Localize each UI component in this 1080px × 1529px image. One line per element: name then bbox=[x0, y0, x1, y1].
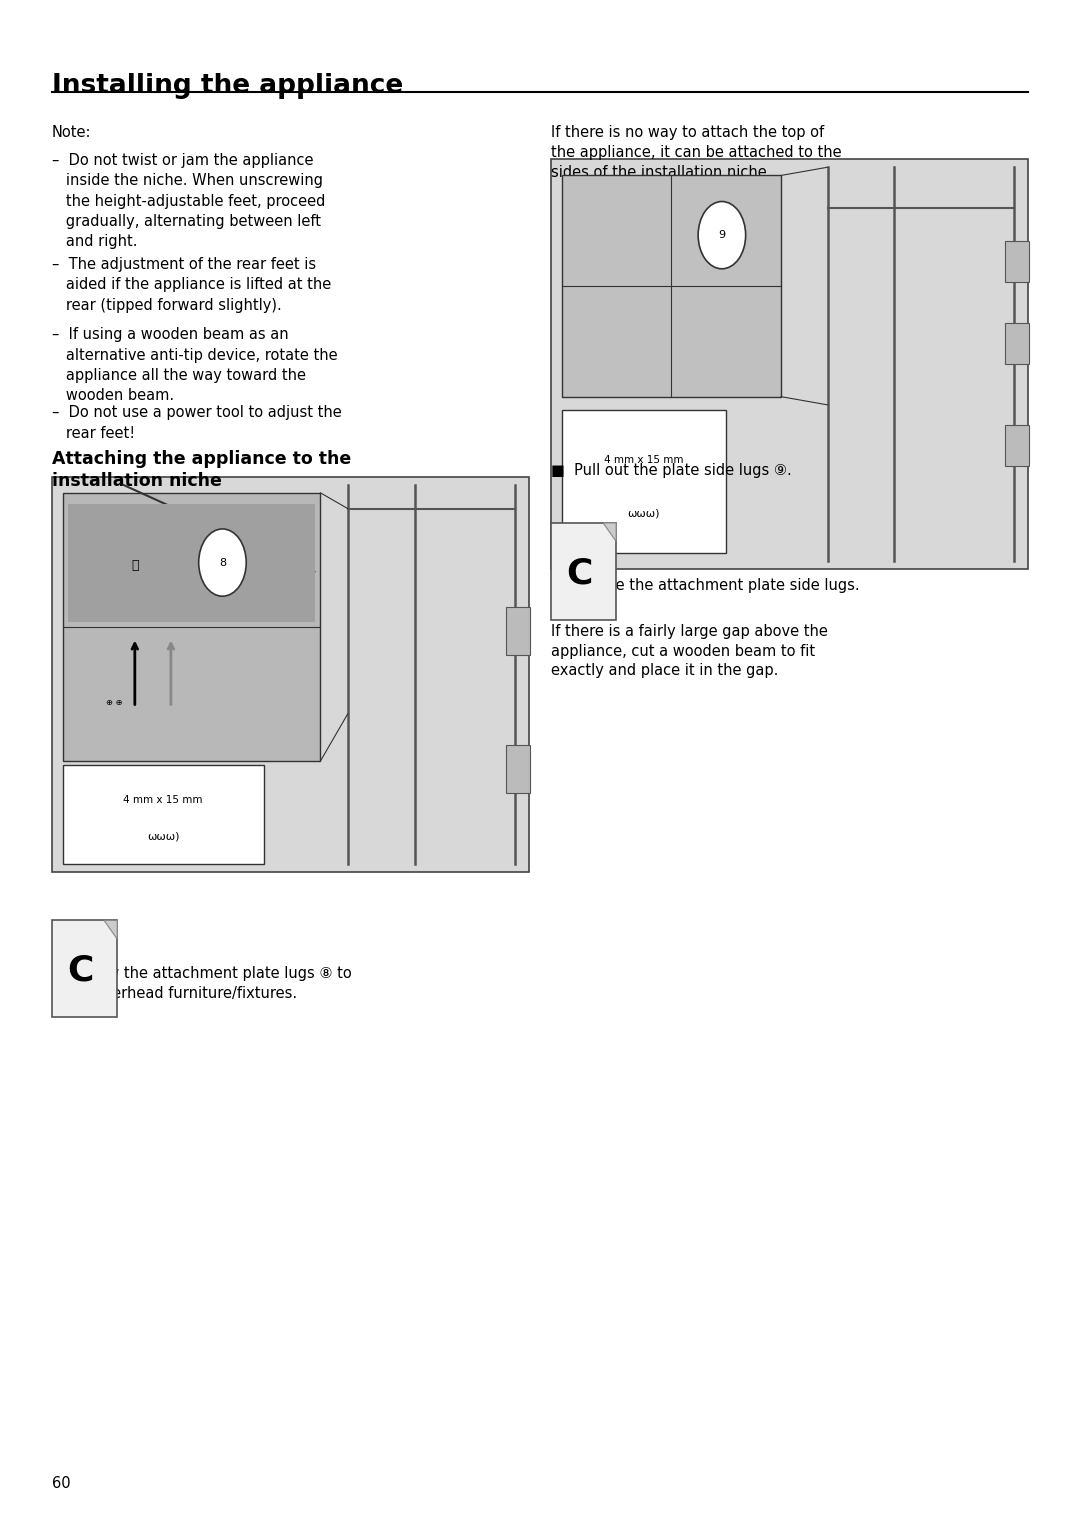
FancyBboxPatch shape bbox=[52, 477, 529, 872]
Text: ■  Pull out the plate side lugs ⑨.: ■ Pull out the plate side lugs ⑨. bbox=[551, 463, 792, 479]
Text: If there is a fairly large gap above the
appliance, cut a wooden beam to fit
exa: If there is a fairly large gap above the… bbox=[551, 624, 827, 679]
Text: ⊕ ⊕: ⊕ ⊕ bbox=[106, 697, 122, 706]
Bar bbox=[507, 607, 530, 654]
Text: –  Do not twist or jam the appliance
   inside the niche. When unscrewing
   the: – Do not twist or jam the appliance insi… bbox=[52, 153, 325, 249]
FancyBboxPatch shape bbox=[562, 410, 726, 553]
Text: 4 mm x 15 mm: 4 mm x 15 mm bbox=[123, 795, 203, 804]
Text: C: C bbox=[566, 557, 593, 590]
FancyBboxPatch shape bbox=[551, 523, 616, 619]
Text: Note:: Note: bbox=[52, 125, 92, 141]
Text: 9: 9 bbox=[718, 231, 726, 240]
Bar bbox=[1005, 323, 1029, 364]
Text: Installing the appliance: Installing the appliance bbox=[52, 73, 403, 99]
Bar bbox=[1005, 242, 1029, 281]
Text: ωωω): ωωω) bbox=[627, 508, 660, 518]
Bar bbox=[1005, 425, 1029, 466]
Text: 4 mm x 15 mm: 4 mm x 15 mm bbox=[604, 456, 684, 465]
Text: 60: 60 bbox=[52, 1475, 70, 1491]
Text: C: C bbox=[67, 954, 94, 988]
Polygon shape bbox=[104, 920, 118, 939]
Text: ■  Secure the attachment plate side lugs.: ■ Secure the attachment plate side lugs. bbox=[551, 578, 860, 593]
FancyBboxPatch shape bbox=[551, 159, 1028, 569]
Bar bbox=[507, 745, 530, 792]
Circle shape bbox=[199, 529, 246, 596]
Text: If there is no way to attach the top of
the appliance, it can be attached to the: If there is no way to attach the top of … bbox=[551, 125, 841, 180]
Polygon shape bbox=[603, 523, 616, 541]
Text: 🔩: 🔩 bbox=[131, 558, 138, 572]
FancyBboxPatch shape bbox=[52, 920, 118, 1017]
Text: Attaching the appliance to the
installation niche: Attaching the appliance to the installat… bbox=[52, 450, 351, 489]
Text: –  Do not use a power tool to adjust the
   rear feet!: – Do not use a power tool to adjust the … bbox=[52, 405, 341, 440]
FancyBboxPatch shape bbox=[63, 764, 264, 864]
FancyBboxPatch shape bbox=[63, 492, 321, 761]
FancyBboxPatch shape bbox=[562, 176, 781, 396]
Text: ■  Screw the attachment plate lugs ⑧ to
   the overhead furniture/fixtures.: ■ Screw the attachment plate lugs ⑧ to t… bbox=[52, 966, 352, 1001]
Text: ωωω): ωωω) bbox=[147, 832, 179, 841]
Text: –  If using a wooden beam as an
   alternative anti-tip device, rotate the
   ap: – If using a wooden beam as an alternati… bbox=[52, 327, 337, 404]
Text: 8: 8 bbox=[219, 558, 226, 567]
Text: –  The adjustment of the rear feet is
   aided if the appliance is lifted at the: – The adjustment of the rear feet is aid… bbox=[52, 257, 332, 312]
Bar bbox=[68, 503, 315, 622]
Circle shape bbox=[698, 202, 745, 269]
